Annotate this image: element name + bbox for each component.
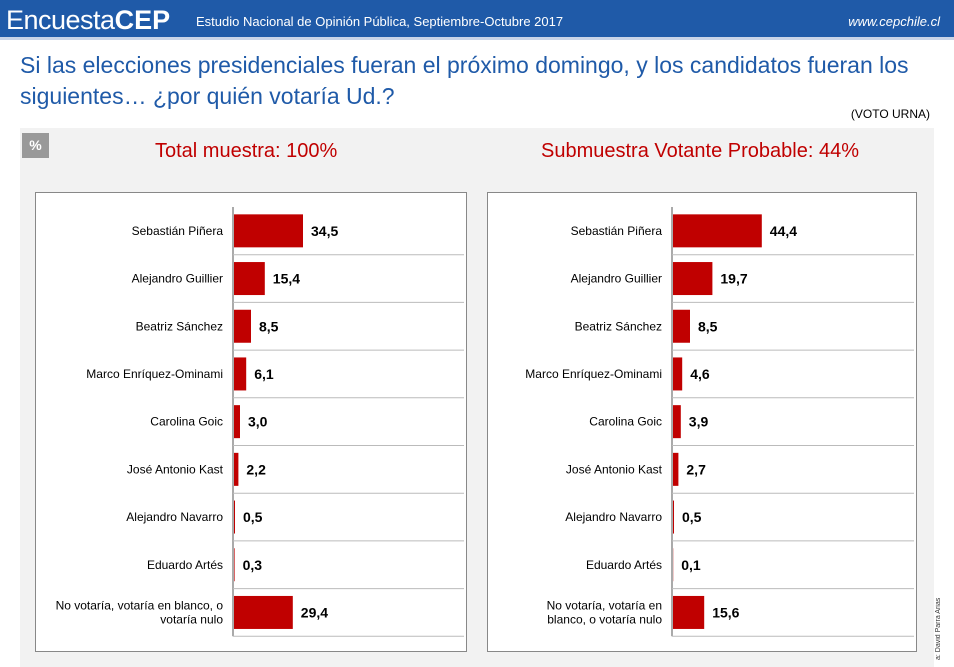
category-label: No votaría, votaría en blanco, o bbox=[56, 598, 224, 612]
bar bbox=[234, 309, 251, 343]
value-label: 0,1 bbox=[681, 557, 701, 573]
vote-type-note: (VOTO URNA) bbox=[850, 107, 930, 121]
percent-badge: % bbox=[22, 133, 49, 158]
category-label: Alejandro Guillier bbox=[132, 272, 223, 286]
value-label: 15,4 bbox=[273, 271, 300, 287]
bar bbox=[234, 595, 293, 629]
category-label: Alejandro Navarro bbox=[565, 510, 662, 524]
category-label: No votaría, votaría en bbox=[547, 598, 662, 612]
bar bbox=[673, 452, 679, 486]
value-label: 8,5 bbox=[259, 318, 279, 334]
brand-logo: EncuestaCEP bbox=[6, 4, 170, 36]
value-label: 44,4 bbox=[770, 223, 797, 239]
category-label: Eduardo Artés bbox=[586, 558, 662, 572]
bar bbox=[234, 262, 265, 296]
value-label: 2,7 bbox=[686, 461, 706, 477]
bar-chart-total: Sebastián Piñera 34,5 Alejandro Guillier 15… bbox=[35, 192, 467, 652]
value-label: 3,9 bbox=[689, 414, 709, 430]
category-label: blanco, o votaría nulo bbox=[547, 612, 662, 626]
value-label: 6,1 bbox=[254, 366, 274, 382]
chart-title-subsample: Submuestra Votante Probable: 44% bbox=[541, 140, 859, 162]
bar-chart-subsample-svg: Sebastián Piñera 44,4 Alejandro Guillier 19… bbox=[525, 207, 914, 637]
bar bbox=[673, 262, 713, 296]
bar bbox=[234, 452, 239, 486]
category-label: Marco Enríquez-Ominami bbox=[525, 367, 662, 381]
bar bbox=[234, 405, 240, 439]
value-label: 0,5 bbox=[243, 509, 263, 525]
question-text: Si las elecciones presidenciales fueran … bbox=[20, 52, 909, 109]
bar bbox=[673, 309, 690, 343]
bar bbox=[673, 500, 674, 534]
value-label: 0,3 bbox=[243, 557, 263, 573]
value-label: 29,4 bbox=[301, 604, 328, 620]
category-label: votaría nulo bbox=[160, 612, 223, 626]
category-label: José Antonio Kast bbox=[127, 462, 224, 476]
value-label: 19,7 bbox=[720, 271, 747, 287]
bar-chart-subsample: Sebastián Piñera 44,4 Alejandro Guillier 19… bbox=[487, 192, 917, 652]
value-label: 0,5 bbox=[682, 509, 702, 525]
brand-light-text: Encuesta bbox=[6, 5, 115, 35]
website-url: www.cepchile.cl bbox=[848, 14, 940, 29]
value-label: 8,5 bbox=[698, 318, 718, 334]
category-label: José Antonio Kast bbox=[566, 462, 663, 476]
study-title: Estudio Nacional de Opinión Pública, Sep… bbox=[196, 14, 564, 29]
value-label: 15,6 bbox=[712, 604, 739, 620]
bar bbox=[234, 500, 235, 534]
category-label: Beatriz Sánchez bbox=[136, 319, 223, 333]
category-label: Carolina Goic bbox=[150, 415, 223, 429]
category-label: Carolina Goic bbox=[589, 415, 662, 429]
category-label: Alejandro Navarro bbox=[126, 510, 223, 524]
category-label: Eduardo Artés bbox=[147, 558, 223, 572]
bar bbox=[673, 595, 705, 629]
bar bbox=[673, 357, 683, 391]
brand-bold-text: CEP bbox=[114, 5, 171, 35]
category-label: Beatriz Sánchez bbox=[575, 319, 662, 333]
bar bbox=[673, 214, 762, 248]
value-label: 3,0 bbox=[248, 414, 268, 430]
side-credit: a: David Parra Arias bbox=[935, 597, 942, 660]
value-label: 34,5 bbox=[311, 223, 338, 239]
value-label: 2,2 bbox=[246, 461, 266, 477]
category-label: Alejandro Guillier bbox=[571, 272, 662, 286]
bar bbox=[234, 548, 235, 582]
category-label: Sebastián Piñera bbox=[571, 224, 663, 238]
category-label: Sebastián Piñera bbox=[132, 224, 224, 238]
value-label: 4,6 bbox=[690, 366, 710, 382]
header-bar: EncuestaCEP Estudio Nacional de Opinión … bbox=[0, 0, 954, 40]
category-label: Marco Enríquez-Ominami bbox=[86, 367, 223, 381]
bar bbox=[673, 405, 681, 439]
bar-chart-total-svg: Sebastián Piñera 34,5 Alejandro Guillier 15… bbox=[56, 207, 464, 637]
bar bbox=[234, 357, 247, 391]
bar bbox=[234, 214, 303, 248]
chart-title-total: Total muestra: 100% bbox=[155, 140, 338, 162]
